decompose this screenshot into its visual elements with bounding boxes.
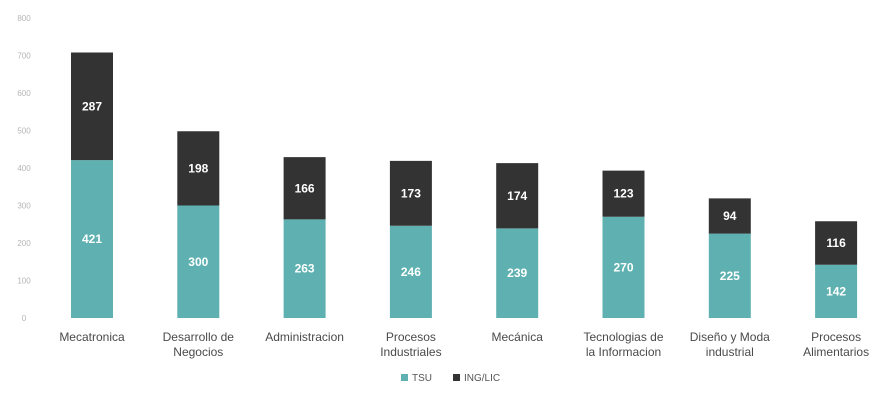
data-label: 173 (401, 186, 421, 200)
data-label: 246 (401, 265, 421, 279)
data-label: 94 (723, 209, 737, 223)
bar-area: 421 287 300 198 263 166 246 173 239 174 270 123 225 9… (71, 52, 858, 318)
data-label: 166 (295, 181, 315, 195)
legend-label: TSU (412, 373, 432, 384)
x-tick-label: la Informacion (586, 345, 661, 359)
y-tick-label: 700 (17, 52, 31, 61)
x-tick-label: Diseño y Moda (690, 330, 770, 344)
data-label: 300 (188, 255, 208, 269)
bar-segment-ing-lic (496, 163, 539, 229)
data-label: 239 (507, 266, 527, 280)
legend-swatch (453, 374, 460, 381)
bar-segment-tsu (708, 233, 751, 318)
x-tick-label: Industriales (380, 345, 441, 359)
bar-segment-ing-lic (815, 221, 858, 265)
bar-segment-ing-lic (283, 157, 326, 220)
bar-segment-tsu (177, 205, 220, 318)
bar-segment-ing-lic (71, 52, 113, 161)
data-label: 142 (826, 284, 846, 298)
bar-segment-tsu (496, 228, 539, 318)
y-axis: 0 100 200 300 400 500 600 700 800 (17, 14, 31, 323)
data-label: 198 (188, 161, 208, 175)
y-tick-label: 800 (17, 14, 31, 23)
data-label: 123 (613, 187, 633, 201)
bar-segment-tsu (389, 225, 432, 318)
bar-segment-ing-lic (708, 198, 751, 234)
y-tick-label: 200 (17, 239, 31, 248)
y-tick-label: 600 (17, 89, 31, 98)
bar-segment-tsu (71, 160, 113, 318)
x-tick-label: Tecnologias de (583, 330, 663, 344)
data-label: 116 (826, 236, 846, 250)
bar-segment-ing-lic (177, 131, 220, 206)
bar-segment-tsu (283, 219, 326, 318)
y-tick-label: 0 (22, 314, 27, 323)
y-tick-label: 100 (17, 277, 31, 286)
x-tick-label: Negocios (173, 345, 223, 359)
x-tick-label: Mecatronica (59, 330, 125, 344)
x-tick-label: industrial (706, 345, 754, 359)
data-label: 174 (507, 189, 527, 203)
legend: TSU ING/LIC (401, 373, 500, 384)
bar-segment-ing-lic (602, 170, 645, 217)
x-tick-label: Procesos (386, 330, 436, 344)
data-label: 225 (720, 269, 740, 283)
bar-segment-tsu (815, 264, 858, 318)
data-label: 270 (613, 260, 633, 274)
x-tick-label: Desarrollo de (163, 330, 235, 344)
x-tick-label: Administracion (265, 330, 344, 344)
bar-segment-tsu (602, 216, 645, 318)
legend-label: ING/LIC (464, 373, 500, 384)
y-tick-label: 500 (17, 127, 31, 136)
bar-segment-ing-lic (389, 160, 432, 226)
x-tick-label: Mecánica (492, 330, 544, 344)
y-tick-label: 400 (17, 164, 31, 173)
legend-swatch (401, 374, 408, 381)
data-label: 421 (82, 232, 102, 246)
x-tick-label: Alimentarios (803, 345, 869, 359)
data-label: 287 (82, 99, 102, 113)
data-label: 263 (295, 262, 315, 276)
x-tick-label: Procesos (811, 330, 861, 344)
y-tick-label: 300 (17, 202, 31, 211)
